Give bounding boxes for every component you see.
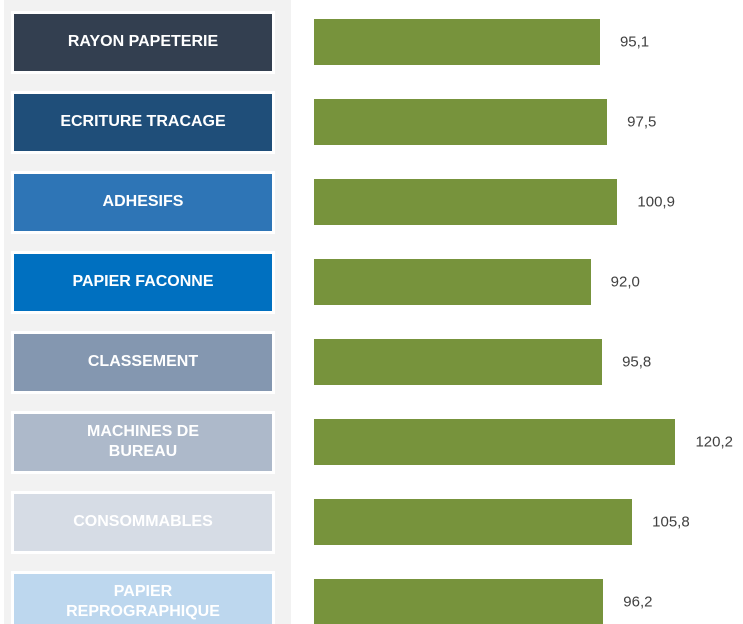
category-label: ECRITURE TRACAGE: [11, 90, 275, 154]
category-label: PAPIER FACONNE: [11, 250, 275, 314]
category-label: CLASSEMENT: [11, 330, 275, 394]
value-label: 95,1: [619, 33, 650, 51]
category-label: RAYON PAPETERIE: [11, 10, 275, 74]
category-label: MACHINES DE BUREAU: [11, 410, 275, 474]
value-label: 96,2: [623, 593, 653, 611]
category-label: ADHESIFS: [11, 170, 275, 234]
bar: [314, 19, 600, 65]
category-label: CONSOMMABLES: [11, 490, 275, 554]
bar: [314, 419, 676, 465]
bar: [314, 179, 618, 225]
value-label: 95,8: [622, 353, 652, 371]
bar: [314, 339, 603, 385]
value-label: 97,5: [627, 113, 657, 131]
value-label: 120,2: [695, 433, 733, 451]
bar: [314, 259, 591, 305]
bar: [314, 99, 608, 145]
category-label: PAPIER REPROGRAPHIQUE: [11, 570, 275, 624]
bar: [314, 579, 604, 624]
value-label: 100,9: [637, 193, 675, 211]
bar: [314, 499, 633, 545]
value-label: 92,0: [610, 273, 640, 291]
value-label: 105,8: [652, 513, 690, 531]
